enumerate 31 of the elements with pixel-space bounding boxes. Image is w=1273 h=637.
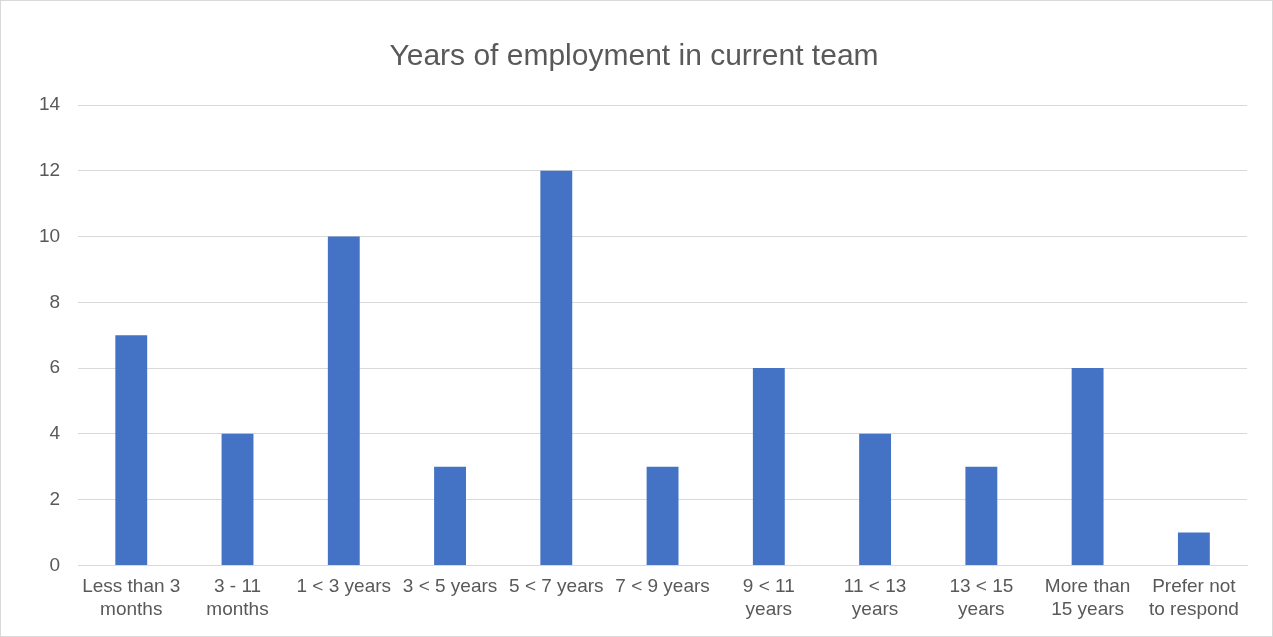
bar: [752, 368, 785, 565]
x-tick-label: 11 < 13 years: [843, 575, 907, 619]
x-tick-label: 13 < 15 years: [949, 575, 1014, 619]
y-tick-label: 10: [38, 224, 61, 246]
y-tick-label: 8: [49, 290, 61, 312]
x-tick-label: 3 < 5 years: [402, 575, 498, 597]
chart-title: Years of employment in current team: [389, 38, 879, 72]
bar: [1177, 532, 1210, 565]
y-tick-label: 6: [49, 356, 61, 378]
bar: [965, 466, 998, 565]
bar: [115, 335, 148, 565]
x-tick-label: Less than 3 months: [82, 575, 181, 619]
x-tick-label: 9 < 11 years: [742, 575, 795, 619]
bar: [1071, 368, 1104, 565]
x-tick-label: 7 < 9 years: [615, 575, 710, 597]
y-tick-label: 4: [49, 422, 61, 444]
bar: [540, 170, 573, 565]
x-tick-label: More than 15 years: [1044, 575, 1131, 619]
bar: [221, 433, 254, 565]
x-tick-label: Prefer not to respond: [1148, 575, 1239, 619]
y-tick-label: 12: [38, 159, 61, 181]
y-tick-label: 0: [49, 553, 61, 575]
y-tick-label: 14: [38, 93, 61, 115]
y-tick-label: 2: [49, 487, 61, 509]
bar: [646, 466, 679, 565]
x-tick-label: 1 < 3 years: [296, 575, 392, 597]
x-tick-label: 5 < 7 years: [509, 575, 604, 597]
bar: [434, 466, 466, 565]
bar: [859, 433, 892, 565]
bar: [327, 236, 360, 565]
x-tick-label: 3 - 11 months: [206, 575, 269, 619]
